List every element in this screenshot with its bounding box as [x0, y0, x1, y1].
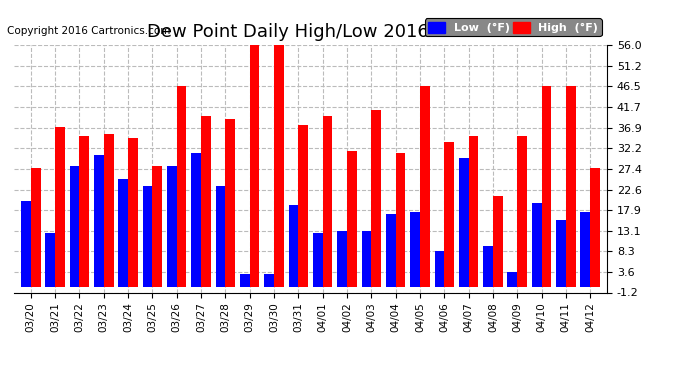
Bar [435, 251, 444, 287]
Bar [518, 136, 527, 287]
Bar [323, 116, 333, 287]
Bar [240, 274, 250, 287]
Bar [191, 153, 201, 287]
Text: Copyright 2016 Cartronics.com: Copyright 2016 Cartronics.com [7, 26, 170, 36]
Bar [411, 211, 420, 287]
Bar [216, 186, 226, 287]
Bar [590, 168, 600, 287]
Bar [483, 246, 493, 287]
Bar [250, 45, 259, 287]
Bar [79, 136, 89, 287]
Bar [395, 153, 405, 287]
Bar [566, 86, 575, 287]
Bar [128, 138, 138, 287]
Bar [21, 201, 31, 287]
Bar [274, 45, 284, 287]
Bar [264, 274, 274, 287]
Bar [371, 110, 381, 287]
Bar [288, 205, 298, 287]
Bar [226, 118, 235, 287]
Bar [420, 86, 430, 287]
Bar [580, 211, 590, 287]
Bar [55, 127, 65, 287]
Bar [507, 272, 518, 287]
Bar [167, 166, 177, 287]
Bar [532, 203, 542, 287]
Bar [556, 220, 566, 287]
Bar [469, 136, 478, 287]
Bar [119, 179, 128, 287]
Bar [152, 166, 162, 287]
Bar [298, 125, 308, 287]
Bar [94, 155, 104, 287]
Bar [143, 186, 152, 287]
Bar [337, 231, 347, 287]
Bar [493, 196, 502, 287]
Bar [177, 86, 186, 287]
Bar [362, 231, 371, 287]
Bar [31, 168, 41, 287]
Bar [70, 166, 79, 287]
Bar [459, 158, 469, 287]
Legend: Low  (°F), High  (°F): Low (°F), High (°F) [424, 18, 602, 36]
Bar [386, 214, 395, 287]
Title: Dew Point Daily High/Low 20160413: Dew Point Daily High/Low 20160413 [147, 22, 474, 40]
Bar [104, 134, 114, 287]
Bar [444, 142, 454, 287]
Bar [542, 86, 551, 287]
Bar [313, 233, 323, 287]
Bar [46, 233, 55, 287]
Bar [347, 151, 357, 287]
Bar [201, 116, 210, 287]
